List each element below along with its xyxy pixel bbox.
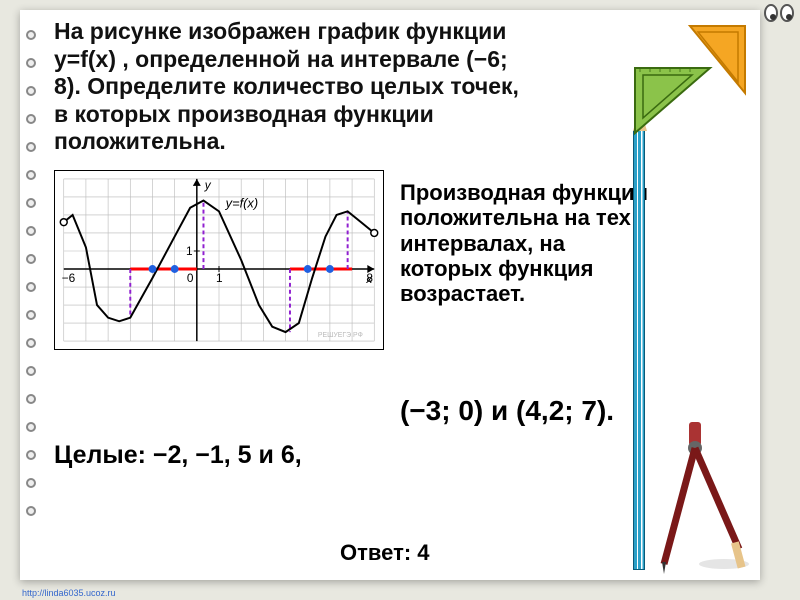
function-chart: 011−68xyy=f(x)РЕШУЕГЭ.РФ — [54, 170, 384, 350]
triangles-decoration — [580, 18, 750, 138]
svg-text:x: x — [365, 272, 373, 286]
spiral-binding — [26, 30, 40, 560]
problem-title: На рисунке изображен график функции y=f(… — [54, 18, 530, 156]
integers-text: Целые: −2, −1, 5 и 6, — [54, 440, 302, 471]
eyes-decoration — [760, 0, 800, 30]
explanation-text: Производная функции положительна на тех … — [400, 180, 650, 306]
compass-decoration — [644, 414, 754, 574]
svg-text:1: 1 — [186, 244, 193, 258]
answer-text: Ответ: 4 — [340, 540, 430, 566]
svg-text:y: y — [204, 178, 212, 192]
intervals-text: (−3; 0) и (4,2; 7). — [400, 395, 614, 427]
footer-link: http://linda6035.ucoz.ru — [22, 588, 116, 598]
svg-text:y=f(x): y=f(x) — [225, 196, 258, 211]
svg-text:−6: −6 — [62, 271, 76, 285]
page: На рисунке изображен график функции y=f(… — [20, 10, 760, 580]
svg-text:РЕШУЕГЭ.РФ: РЕШУЕГЭ.РФ — [318, 332, 363, 339]
svg-text:0: 0 — [187, 271, 194, 285]
svg-text:1: 1 — [216, 271, 223, 285]
